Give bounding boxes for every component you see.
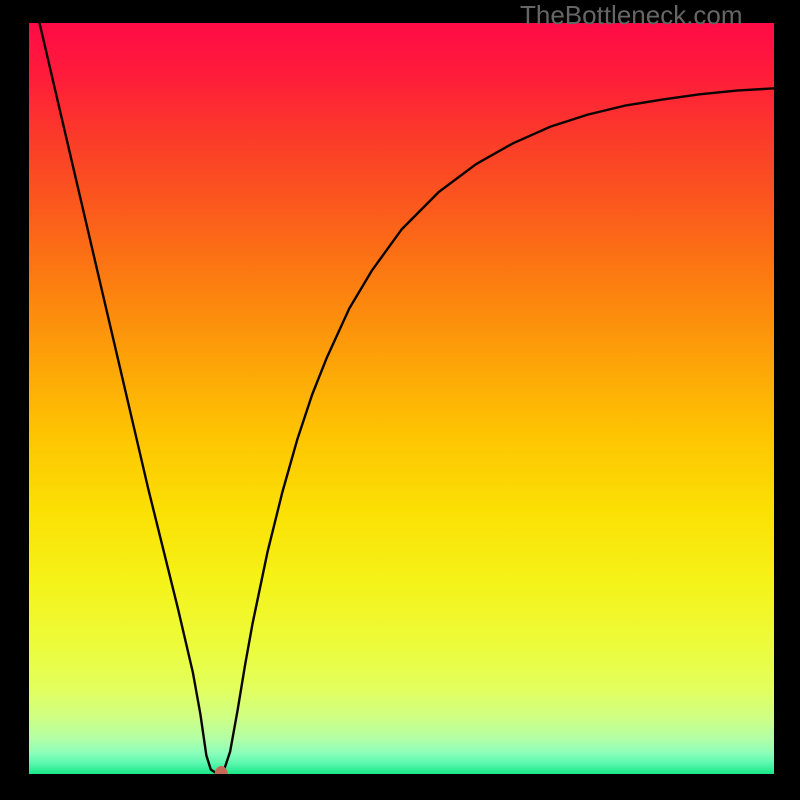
bottleneck-curve [29,23,774,774]
minimum-marker [215,766,228,774]
plot-area [29,23,774,774]
gradient-background [29,23,774,774]
curve-layer [29,23,774,774]
watermark-text: TheBottleneck.com [520,0,743,31]
chart-frame: TheBottleneck.com [0,0,800,800]
